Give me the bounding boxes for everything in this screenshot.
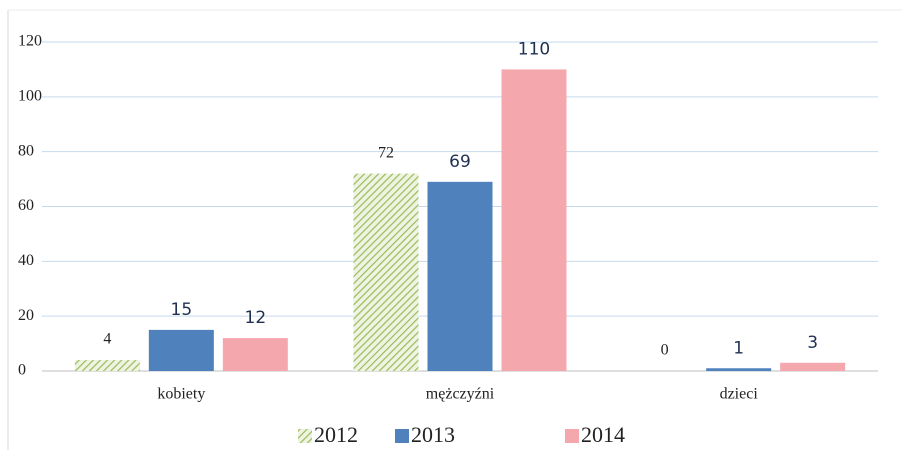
legend-label: 2012 — [314, 422, 358, 447]
data-label: 3 — [807, 333, 818, 353]
legend-swatch — [565, 429, 579, 443]
y-tick-label: 20 — [18, 307, 34, 324]
bar — [427, 181, 493, 371]
data-label: 69 — [449, 152, 471, 172]
x-tick-label: mężczyźni — [426, 386, 495, 403]
x-tick-label: dzieci — [720, 386, 759, 403]
legend-label: 2014 — [581, 422, 625, 447]
y-tick-label: 40 — [18, 252, 34, 269]
legend-label: 2013 — [411, 422, 455, 447]
y-tick-label: 60 — [18, 197, 34, 214]
y-tick-label: 0 — [18, 362, 26, 379]
data-label: 0 — [661, 342, 669, 359]
data-label: 15 — [171, 300, 193, 320]
legend-swatch — [298, 429, 312, 443]
data-label: 12 — [245, 308, 267, 328]
bar — [501, 69, 567, 372]
data-label: 72 — [378, 144, 394, 161]
y-tick-label: 80 — [18, 142, 34, 159]
bar — [74, 360, 140, 371]
data-label: 1 — [733, 338, 744, 358]
data-label: 110 — [518, 39, 550, 59]
bar — [780, 362, 846, 371]
bar — [148, 329, 214, 371]
y-tick-label: 100 — [18, 88, 42, 105]
data-label: 4 — [103, 331, 111, 348]
x-tick-label: kobiety — [157, 386, 205, 403]
y-tick-label: 120 — [18, 33, 42, 50]
legend-swatch — [395, 429, 409, 443]
bar — [706, 368, 772, 371]
bar — [353, 173, 419, 371]
bar — [222, 338, 288, 371]
